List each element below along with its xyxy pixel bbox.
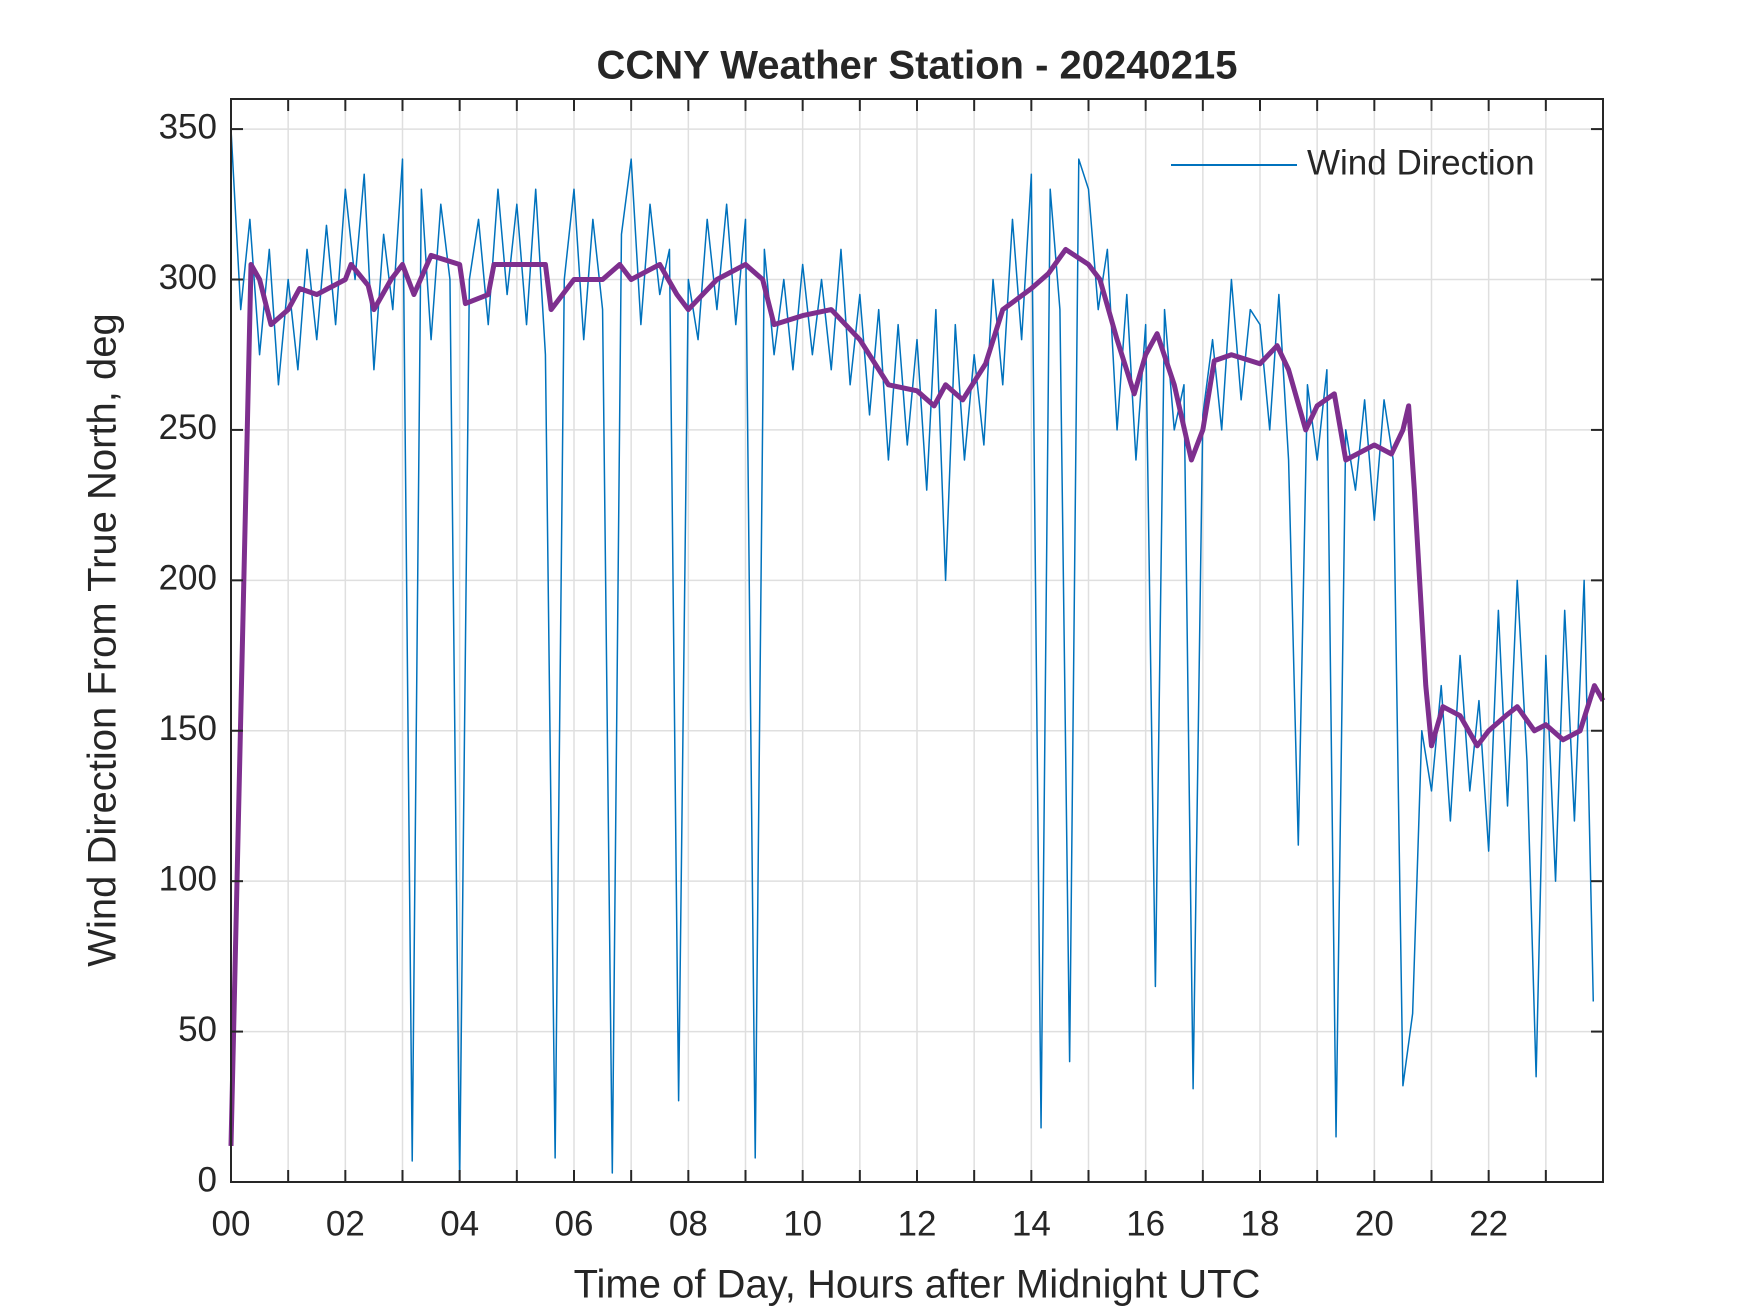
- x-tick-label: 14: [1012, 1204, 1051, 1243]
- y-axis-label: Wind Direction From True North, deg: [81, 313, 125, 967]
- x-tick-label: 16: [1126, 1204, 1165, 1243]
- x-axis-label: Time of Day, Hours after Midnight UTC: [574, 1263, 1261, 1307]
- x-tick-label: 04: [440, 1204, 479, 1243]
- y-tick-label: 250: [159, 408, 217, 447]
- y-tick-label: 300: [159, 258, 217, 297]
- x-tick-label: 10: [783, 1204, 822, 1243]
- x-tick-label: 02: [326, 1204, 365, 1243]
- x-tick-label: 22: [1469, 1204, 1508, 1243]
- x-tick-label: 20: [1355, 1204, 1394, 1243]
- x-tick-label: 12: [898, 1204, 937, 1243]
- x-tick-label: 18: [1241, 1204, 1280, 1243]
- x-tick-label: 06: [555, 1204, 594, 1243]
- x-tick-label: 00: [212, 1204, 251, 1243]
- data-line: [230, 129, 1595, 1183]
- legend-label: Wind Direction: [1307, 143, 1535, 182]
- y-tick-label: 50: [178, 1010, 217, 1049]
- y-tick-label: 100: [159, 859, 217, 898]
- y-tick-label: 350: [159, 107, 217, 146]
- y-tick-label: 200: [159, 559, 217, 598]
- chart-title: CCNY Weather Station - 20240215: [597, 44, 1238, 88]
- data-line: [228, 246, 1606, 1146]
- y-tick-label: 0: [198, 1160, 217, 1199]
- y-tick-label: 150: [159, 709, 217, 748]
- x-tick-label: 08: [669, 1204, 708, 1243]
